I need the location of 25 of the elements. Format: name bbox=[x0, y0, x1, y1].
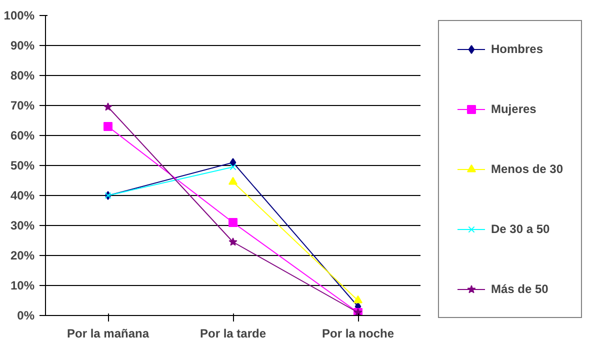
y-tick-label: 80% bbox=[10, 68, 35, 82]
x-tick-label: Por la noche bbox=[322, 326, 394, 340]
point bbox=[104, 102, 112, 111]
y-tick-label: 60% bbox=[10, 128, 35, 142]
y-tick-label: 90% bbox=[10, 38, 35, 52]
y-tick-label: 100% bbox=[4, 8, 35, 22]
point bbox=[230, 158, 236, 167]
point bbox=[230, 164, 236, 170]
legend-label: Hombres bbox=[490, 42, 543, 56]
legend-label: Menos de 30 bbox=[490, 162, 564, 176]
point bbox=[104, 122, 112, 131]
x-tick-label: Por la tarde bbox=[200, 326, 266, 340]
y-tick-label: 20% bbox=[10, 248, 35, 262]
legend-label: Mujeres bbox=[490, 102, 536, 116]
legend-label: Más de 50 bbox=[490, 282, 548, 296]
point bbox=[228, 238, 238, 246]
y-tick-label: 30% bbox=[10, 218, 35, 232]
y-tick-label: 70% bbox=[10, 98, 35, 112]
y-tick-label: 10% bbox=[10, 278, 35, 292]
y-tick-label: 50% bbox=[10, 158, 35, 172]
legend-label: De 30 a 50 bbox=[490, 222, 550, 236]
y-tick-label: 0% bbox=[17, 308, 35, 322]
x-tick-label: Por la mañana bbox=[66, 326, 150, 340]
point bbox=[228, 218, 238, 227]
y-tick-label: 40% bbox=[10, 188, 35, 202]
